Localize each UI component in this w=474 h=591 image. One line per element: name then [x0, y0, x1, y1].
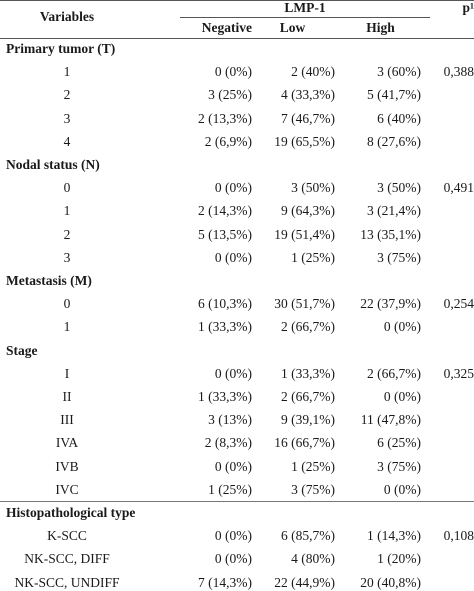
cell-low: 19 (65,5%)	[274, 133, 335, 149]
group-header-rule	[180, 17, 430, 18]
cell-high: 0 (0%)	[383, 389, 421, 404]
header-bottom-rule	[0, 38, 474, 39]
row-label: K-SCC	[47, 528, 87, 544]
cell-p-value: 0,108	[443, 528, 474, 544]
section-title: Metastasis (M)	[6, 273, 92, 288]
cell-p-value: 0,491	[443, 180, 474, 196]
row-label: IVA	[55, 435, 79, 451]
row-label: 2	[63, 226, 71, 242]
cell-low: 1 (25%)	[291, 458, 335, 474]
row-label: 0	[63, 296, 71, 312]
section-title: Nodal status (N)	[6, 157, 100, 172]
cell-negative: 1 (33,3%)	[198, 389, 252, 404]
section-title: Stage	[6, 342, 38, 358]
cell-high: 0 (0%)	[383, 481, 421, 497]
row-label: NK-SCC, UNDIFF	[14, 574, 120, 590]
cell-negative: 0 (0%)	[214, 64, 252, 80]
cell-high: 3 (50%)	[377, 180, 421, 196]
row-label: 3	[63, 110, 71, 126]
row-label: I	[64, 365, 70, 381]
cell-negative: 1 (25%)	[208, 481, 252, 497]
cell-high: 20 (40,8%)	[360, 574, 421, 590]
cell-low: 2 (40%)	[291, 64, 335, 80]
cell-low: 16 (66,7%)	[274, 435, 335, 451]
cell-high: 2 (66,7%)	[367, 365, 421, 381]
cell-low: 6 (85,7%)	[281, 528, 335, 544]
cell-low: 9 (64,3%)	[281, 203, 335, 219]
cell-negative: 2 (8,3%)	[204, 435, 252, 451]
cell-low: 2 (66,7%)	[281, 389, 335, 404]
cell-negative: 0 (0%)	[214, 528, 252, 544]
cell-negative: 0 (0%)	[214, 180, 252, 196]
cell-negative: 0 (0%)	[214, 551, 252, 567]
cell-low: 2 (66,7%)	[281, 319, 335, 335]
row-label: 4	[63, 133, 71, 149]
cell-high: 3 (75%)	[377, 458, 421, 474]
row-label: III	[60, 412, 74, 428]
cell-low: 22 (44,9%)	[274, 574, 335, 590]
table-top-rule	[0, 0, 474, 1]
row-label: 0	[63, 180, 71, 196]
cell-low: 4 (33,3%)	[281, 87, 335, 103]
cell-low: 7 (46,7%)	[281, 110, 335, 126]
cell-negative: 2 (14,3%)	[198, 203, 252, 219]
cell-high: 13 (35,1%)	[360, 226, 421, 242]
header-negative: Negative	[201, 20, 252, 35]
cell-negative: 0 (0%)	[214, 458, 252, 474]
cell-low: 4 (80%)	[291, 551, 335, 567]
cell-low: 9 (39,1%)	[281, 412, 335, 428]
section-title: Primary tumor (T)	[6, 41, 116, 56]
cell-low: 19 (51,4%)	[274, 226, 335, 242]
cell-negative: 0 (0%)	[214, 365, 252, 381]
header-p-value: p¹	[462, 0, 474, 15]
header-low: Low	[279, 20, 306, 35]
header-group-lmp1: LMP-1	[284, 0, 326, 15]
cell-high: 11 (47,8%)	[360, 412, 421, 428]
cell-low: 1 (33,3%)	[281, 365, 335, 381]
cell-negative: 0 (0%)	[214, 249, 252, 265]
cell-high: 0 (0%)	[383, 319, 421, 335]
cell-p-value: 0,325	[443, 365, 474, 381]
cell-high: 3 (21,4%)	[367, 203, 421, 219]
row-label: 1	[63, 64, 71, 80]
cell-high: 5 (41,7%)	[367, 87, 421, 103]
row-label: IVB	[55, 458, 79, 474]
cell-negative: 1 (33,3%)	[198, 319, 252, 335]
cell-high: 22 (37,9%)	[360, 296, 421, 312]
row-label: 1	[63, 203, 71, 219]
row-label: 3	[63, 249, 71, 265]
cell-negative: 7 (14,3%)	[198, 574, 252, 590]
cell-low: 1 (25%)	[291, 249, 335, 265]
cell-high: 3 (60%)	[377, 64, 421, 80]
row-label: 2	[63, 87, 71, 103]
cell-high: 1 (20%)	[377, 551, 421, 567]
cell-negative: 5 (13,5%)	[198, 226, 252, 242]
cell-high: 6 (25%)	[377, 435, 421, 451]
cell-p-value: 0,254	[443, 296, 474, 312]
row-label: IVC	[55, 481, 79, 497]
header-high: High	[366, 20, 395, 35]
cell-high: 8 (27,6%)	[367, 133, 421, 149]
cell-negative: 2 (13,3%)	[198, 110, 252, 126]
cell-negative: 3 (25%)	[208, 87, 252, 103]
cell-low: 30 (51,7%)	[274, 296, 335, 312]
cell-p-value: 0,388	[443, 64, 474, 80]
cell-negative: 3 (13%)	[208, 412, 252, 428]
cell-high: 6 (40%)	[377, 110, 421, 126]
cell-negative: 2 (6,9%)	[204, 133, 252, 149]
cell-high: 3 (75%)	[377, 249, 421, 265]
cell-high: 1 (14,3%)	[367, 528, 421, 544]
section-title: Histopathological type	[6, 505, 136, 520]
cell-low: 3 (50%)	[291, 180, 335, 196]
row-label: 1	[63, 319, 71, 335]
cell-negative: 6 (10,3%)	[198, 296, 252, 312]
header-variables: Variables	[39, 9, 95, 24]
cell-low: 3 (75%)	[291, 481, 335, 497]
row-label: II	[62, 389, 72, 404]
table-bottom-rule	[0, 501, 474, 502]
row-label: NK-SCC, DIFF	[24, 551, 110, 567]
